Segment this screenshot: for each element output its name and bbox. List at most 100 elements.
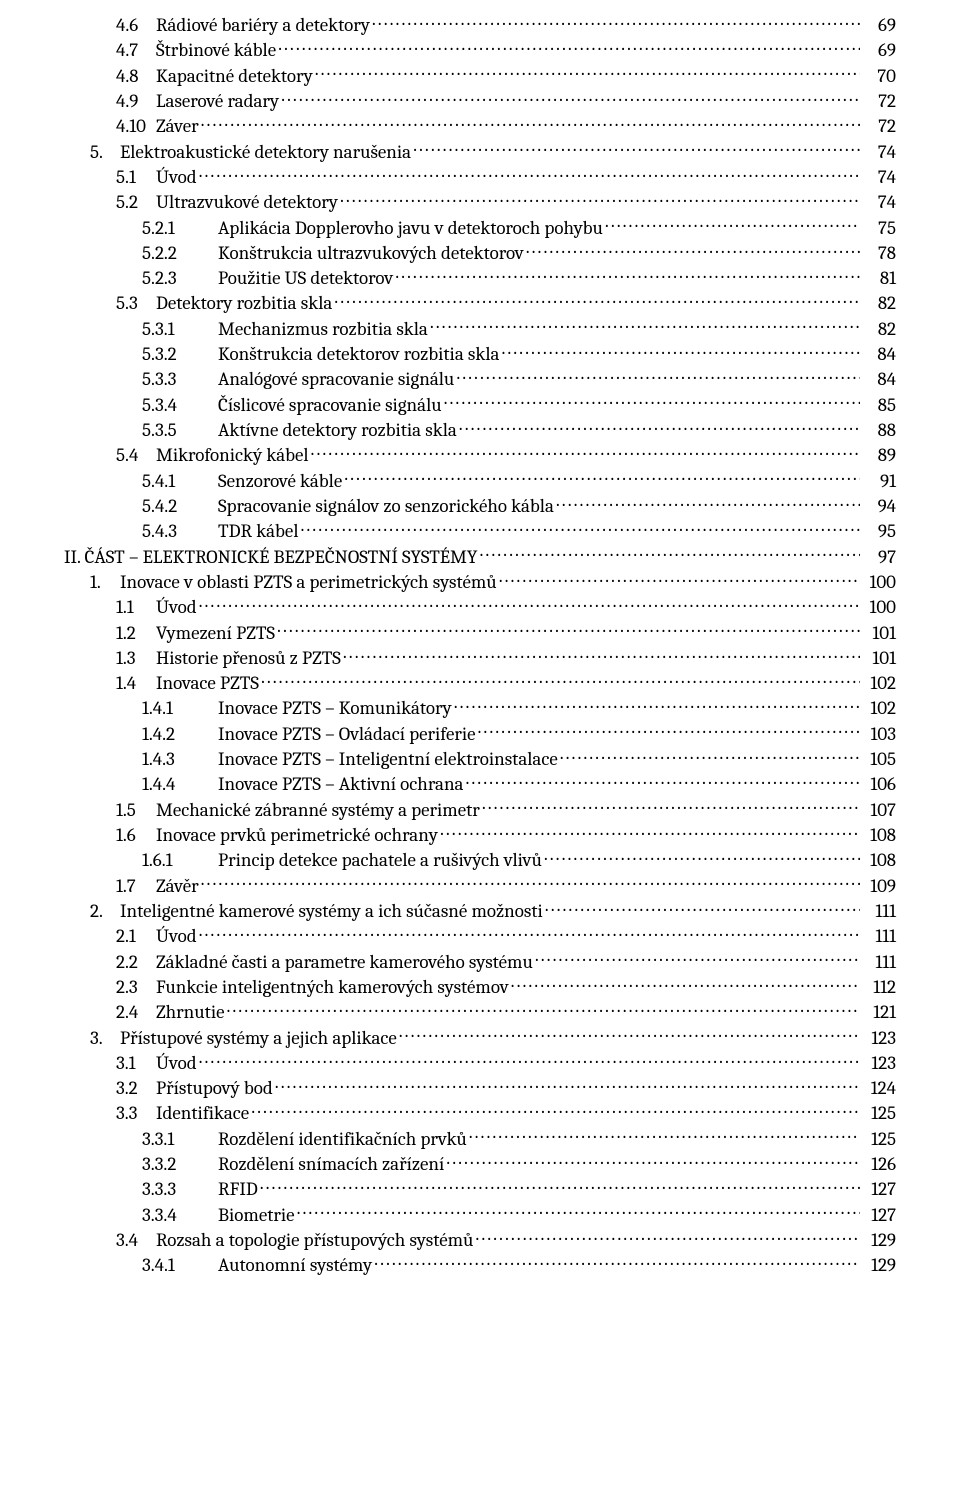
toc-entry: 1.4.4 Inovace PZTS – Aktivní ochrana 106 [64,771,896,796]
toc-entry: 3.3Identifikace125 [64,1100,896,1125]
toc-number: 5.4 [116,443,156,467]
toc-title: Konštrukcia detektorov rozbitia skla [218,342,499,366]
toc-leader-dots [201,113,860,132]
toc-number: 5.3.1 [142,317,200,341]
toc-number: 3.3.2 [142,1152,200,1176]
toc-page-number: 74 [862,140,896,164]
toc-title: Aktívne detektory rozbitia skla [218,418,457,442]
toc-entry: 4.6Rádiové bariéry a detektory69 [64,12,896,37]
toc-entry: 4.7Štrbinové káble69 [64,37,896,62]
toc-page-number: 105 [862,747,896,771]
toc-entry: 5.3.3Analógové spracovanie signálu84 [64,366,896,391]
toc-title: Biometrie [218,1203,295,1227]
toc-page-number: 82 [862,291,896,315]
toc-entry: 1.4.2Inovace PZTS – Ovládací periferie10… [64,721,896,746]
toc-leader-dots [535,949,860,968]
toc-entry: 5.3.4Číslicové spracovanie signálu85 [64,392,896,417]
toc-leader-dots [372,12,860,31]
toc-entry: 4.10Záver72 [64,113,896,138]
toc-title: Štrbinové káble [156,38,276,62]
toc-number: 3.4 [116,1228,156,1252]
toc-number: 1.4.1 [142,696,200,720]
toc-title: Přístupový bod [156,1076,273,1100]
toc-leader-dots [199,923,860,942]
toc-title: Laserové radary [156,89,279,113]
toc-page-number: 102 [862,696,896,720]
toc-entry: 1.4.3 Inovace PZTS – Inteligentní elektro… [64,746,896,771]
toc-leader-dots [226,999,860,1018]
toc-number: 1.4.3 [142,747,200,771]
toc-leader-dots [201,873,860,892]
toc-leader-dots [459,417,860,436]
toc-leader-dots [399,1025,860,1044]
toc-page-number: 103 [862,722,896,746]
toc-number: 1.4.4 [142,772,200,796]
toc-title: Inovace PZTS – Aktivní ochrana [218,772,463,796]
toc-page-number: 101 [862,621,896,645]
toc-title: Autonomní systémy [218,1253,372,1277]
toc-number: 3.2 [116,1076,156,1100]
toc-entry: 5.4.1Senzorové káble91 [64,468,896,493]
toc-entry: 4.9Laserové radary72 [64,88,896,113]
toc-title: Detektory rozbitia skla [156,291,332,315]
toc-title: Inovace prvků perimetrické ochrany [156,823,438,847]
toc-page-number: 106 [862,772,896,796]
toc-page-number: 70 [862,64,896,88]
toc-entry: 3.3.3RFID127 [64,1176,896,1201]
toc-title: Závěr [156,874,199,898]
toc-title: Inovace PZTS – Inteligentní elektroinsta… [218,747,558,771]
toc-entry: 1.2Vymezení PZTS101 [64,620,896,645]
toc-number: 1.4.2 [142,722,200,746]
toc-number: 5.4.3 [142,519,200,543]
toc-leader-dots [560,746,860,765]
toc-number: 5.4.2 [142,494,200,518]
toc-page-number: 129 [862,1253,896,1277]
toc-leader-dots [605,215,860,234]
toc-page-number: 127 [862,1203,896,1227]
toc-title: Rozsah a topologie přístupových systémů [156,1228,473,1252]
toc-entry: 2.3Funkcie inteligentných kamerových sys… [64,974,896,999]
toc-entry: 5.3.1Mechanizmus rozbitia skla82 [64,316,896,341]
toc-title: Číslicové spracovanie signálu [218,393,442,417]
toc-page-number: 74 [862,190,896,214]
toc-title: Úvod [156,595,197,619]
toc-entry: 1.5Mechanické zábranné systémy a perimet… [64,797,896,822]
toc-leader-dots [277,620,860,639]
toc-title: Konštrukcia ultrazvukových detektorov [218,241,524,265]
toc-entry: II. ČÁST – ELEKTRONICKÉ BEZPEČNOSTNÍ SYS… [64,544,896,569]
toc-title: Inovace PZTS [156,671,259,695]
toc-number: 4.7 [116,38,156,62]
toc-number: 1.4 [116,671,156,695]
toc-title: Kapacitné detektory [156,64,313,88]
toc-number: 5.3.4 [142,393,200,417]
toc-title: Rádiové bariéry a detektory [156,13,370,37]
toc-entry: 3.4.1Autonomní systémy129 [64,1252,896,1277]
toc-title: Mikrofonický kábel [156,443,309,467]
toc-leader-dots [511,974,860,993]
toc-number: 3.3.1 [142,1127,200,1151]
toc-number: 5.4.1 [142,469,200,493]
toc-title: Vymezení PZTS [156,621,275,645]
toc-leader-dots [300,518,860,537]
toc-number: 3.3.4 [142,1203,200,1227]
toc-title: TDR kábel [218,519,298,543]
toc-page-number: 74 [862,165,896,189]
toc-title: II. ČÁST – ELEKTRONICKÉ BEZPEČNOSTNÍ SYS… [64,545,478,569]
toc-leader-dots [251,1100,860,1119]
toc-page-number: 127 [862,1177,896,1201]
toc-leader-dots [478,721,860,740]
toc-title: Inovace v oblasti PZTS a perimetrických … [120,570,497,594]
toc-title: Spracovanie signálov zo senzorického káb… [218,494,554,518]
toc-title: Princip detekce pachatele a rušivých vli… [218,848,542,872]
toc-page-number: 100 [862,595,896,619]
toc-number: 5.2 [116,190,156,214]
toc-title: Inovace PZTS – Komunikátory [218,696,452,720]
toc-page-number: 109 [862,874,896,898]
toc-title: RFID [218,1177,258,1201]
toc-leader-dots [501,341,860,360]
toc-leader-dots [344,468,860,487]
toc-leader-dots [261,670,860,689]
toc-leader-dots [199,1050,860,1069]
toc-leader-dots [311,442,860,461]
toc-entry: 5.3.2Konštrukcia detektorov rozbitia skl… [64,341,896,366]
